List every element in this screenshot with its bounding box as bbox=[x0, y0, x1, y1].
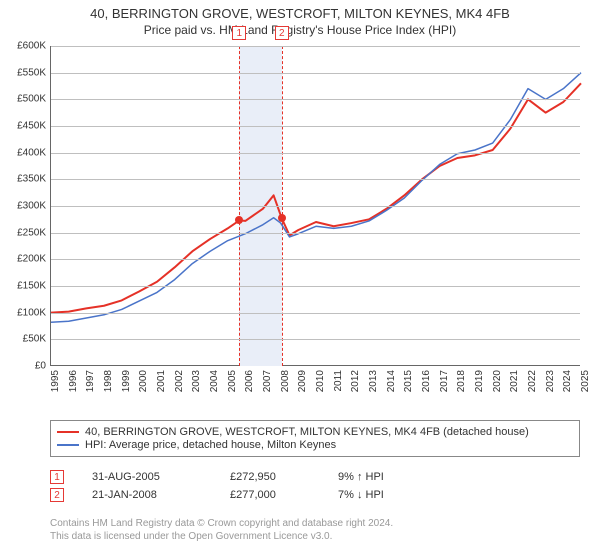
legend-swatch bbox=[57, 431, 79, 433]
gridline-h bbox=[51, 153, 580, 154]
gridline-h bbox=[51, 233, 580, 234]
sale-marker-number: 1 bbox=[232, 26, 246, 40]
sale-marker-dot bbox=[235, 216, 243, 224]
x-axis-label: 1997 bbox=[85, 370, 96, 392]
x-axis-label: 2018 bbox=[456, 370, 467, 392]
series-hpi bbox=[51, 73, 581, 323]
x-axis-label: 2001 bbox=[156, 370, 167, 392]
y-axis-label: £600K bbox=[2, 41, 46, 52]
y-axis-label: £250K bbox=[2, 227, 46, 238]
plot-area: £0£50K£100K£150K£200K£250K£300K£350K£400… bbox=[50, 46, 580, 366]
x-axis-label: 2013 bbox=[368, 370, 379, 392]
x-axis-label: 2003 bbox=[191, 370, 202, 392]
x-axis-label: 2006 bbox=[244, 370, 255, 392]
legend-item: HPI: Average price, detached house, Milt… bbox=[57, 439, 573, 451]
sale-row-number: 2 bbox=[50, 488, 64, 502]
title-block: 40, BERRINGTON GROVE, WESTCROFT, MILTON … bbox=[0, 0, 600, 39]
y-axis-label: £400K bbox=[2, 147, 46, 158]
chart-area: £0£50K£100K£150K£200K£250K£300K£350K£400… bbox=[50, 46, 580, 386]
x-axis-label: 2025 bbox=[580, 370, 591, 392]
x-axis-label: 2023 bbox=[545, 370, 556, 392]
x-axis-label: 2007 bbox=[262, 370, 273, 392]
gridline-h bbox=[51, 46, 580, 47]
gridline-h bbox=[51, 286, 580, 287]
x-axis-label: 2017 bbox=[439, 370, 450, 392]
x-axis-label: 2005 bbox=[227, 370, 238, 392]
sales-table: 1 31-AUG-2005 £272,950 9% ↑ HPI 2 21-JAN-2008… bbox=[50, 466, 580, 506]
x-axis-label: 2002 bbox=[174, 370, 185, 392]
gridline-h bbox=[51, 259, 580, 260]
footer-line-1: Contains HM Land Registry data © Crown c… bbox=[50, 518, 580, 531]
gridline-h bbox=[51, 339, 580, 340]
legend-label: 40, BERRINGTON GROVE, WESTCROFT, MILTON … bbox=[85, 426, 529, 438]
y-axis-label: £0 bbox=[2, 361, 46, 372]
footer-attribution: Contains HM Land Registry data © Crown c… bbox=[50, 518, 580, 543]
sale-row-date: 31-AUG-2005 bbox=[92, 471, 202, 483]
y-axis-label: £350K bbox=[2, 174, 46, 185]
x-axis-label: 2021 bbox=[509, 370, 520, 392]
sale-row-hpi: 7% ↓ HPI bbox=[338, 489, 384, 501]
sale-row-price: £272,950 bbox=[230, 471, 310, 483]
x-axis-label: 2015 bbox=[403, 370, 414, 392]
x-axis-label: 2009 bbox=[297, 370, 308, 392]
legend-swatch bbox=[57, 444, 79, 446]
x-axis-label: 2019 bbox=[474, 370, 485, 392]
y-axis-label: £550K bbox=[2, 67, 46, 78]
x-axis-label: 1998 bbox=[103, 370, 114, 392]
x-axis-label: 2020 bbox=[492, 370, 503, 392]
x-axis-label: 2010 bbox=[315, 370, 326, 392]
sale-row-price: £277,000 bbox=[230, 489, 310, 501]
sale-row: 2 21-JAN-2008 £277,000 7% ↓ HPI bbox=[50, 488, 580, 502]
gridline-h bbox=[51, 179, 580, 180]
legend-item: 40, BERRINGTON GROVE, WESTCROFT, MILTON … bbox=[57, 426, 573, 438]
gridline-h bbox=[51, 99, 580, 100]
chart-title: 40, BERRINGTON GROVE, WESTCROFT, MILTON … bbox=[0, 6, 600, 21]
legend-box: 40, BERRINGTON GROVE, WESTCROFT, MILTON … bbox=[50, 420, 580, 457]
x-axis-label: 2016 bbox=[421, 370, 432, 392]
sale-marker-number: 2 bbox=[275, 26, 289, 40]
gridline-h bbox=[51, 206, 580, 207]
y-axis-label: £500K bbox=[2, 94, 46, 105]
gridline-h bbox=[51, 313, 580, 314]
legend-label: HPI: Average price, detached house, Milt… bbox=[85, 439, 336, 451]
x-axis-label: 2004 bbox=[209, 370, 220, 392]
x-axis-label: 2000 bbox=[138, 370, 149, 392]
gridline-h bbox=[51, 73, 580, 74]
sale-row: 1 31-AUG-2005 £272,950 9% ↑ HPI bbox=[50, 470, 580, 484]
y-axis-label: £50K bbox=[2, 334, 46, 345]
gridline-h bbox=[51, 126, 580, 127]
sale-row-date: 21-JAN-2008 bbox=[92, 489, 202, 501]
x-axis-label: 2014 bbox=[386, 370, 397, 392]
sale-row-number: 1 bbox=[50, 470, 64, 484]
x-axis-label: 2022 bbox=[527, 370, 538, 392]
x-axis-label: 2008 bbox=[280, 370, 291, 392]
footer-line-2: This data is licensed under the Open Gov… bbox=[50, 531, 580, 544]
chart-subtitle: Price paid vs. HM Land Registry's House … bbox=[0, 23, 600, 37]
x-axis-label: 2011 bbox=[333, 370, 344, 392]
y-axis-label: £150K bbox=[2, 281, 46, 292]
x-axis-label: 1999 bbox=[121, 370, 132, 392]
series-property bbox=[51, 83, 581, 312]
x-axis-label: 2024 bbox=[562, 370, 573, 392]
y-axis-label: £450K bbox=[2, 121, 46, 132]
x-axis-label: 1995 bbox=[50, 370, 61, 392]
sale-marker-dot bbox=[278, 214, 286, 222]
x-axis-label: 1996 bbox=[68, 370, 79, 392]
y-axis-label: £200K bbox=[2, 254, 46, 265]
y-axis-label: £300K bbox=[2, 201, 46, 212]
y-axis-label: £100K bbox=[2, 307, 46, 318]
sale-row-hpi: 9% ↑ HPI bbox=[338, 471, 384, 483]
x-axis-label: 2012 bbox=[350, 370, 361, 392]
